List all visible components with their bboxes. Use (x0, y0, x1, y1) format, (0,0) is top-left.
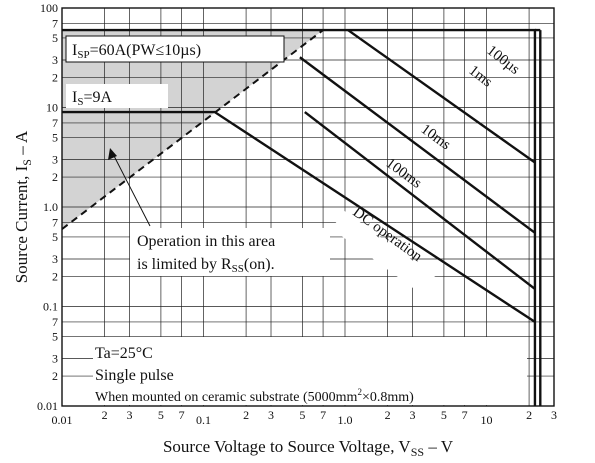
y-tick-label-minor: 3 (52, 53, 58, 67)
x-tick-label: 1.0 (337, 413, 352, 427)
y-tick-label: 1.0 (43, 200, 58, 214)
y-tick-label: 100 (40, 1, 58, 15)
x-tick-label-minor: 7 (462, 408, 468, 422)
y-tick-label-minor: 7 (52, 116, 58, 130)
annotation-mount: When mounted on ceramic substrate (5000m… (95, 387, 414, 405)
y-tick-label-minor: 2 (52, 71, 58, 85)
y-tick-label-minor: 5 (52, 329, 58, 343)
annotation-op-area-line2: is limited by RSS(on). (137, 256, 275, 275)
y-tick-label-minor: 2 (52, 170, 58, 184)
y-tick-label-minor: 3 (52, 153, 58, 167)
y-tick-label: 0.01 (37, 399, 58, 413)
x-tick-label: 10 (480, 413, 492, 427)
x-tick-label-minor: 2 (385, 408, 391, 422)
x-tick-label-minor: 2 (243, 408, 249, 422)
y-tick-label-minor: 7 (52, 16, 58, 30)
x-tick-label-minor: 2 (102, 408, 108, 422)
y-tick-label-minor: 3 (52, 252, 58, 266)
series-label-1ms: 1ms (466, 63, 496, 91)
series-line-3 (304, 111, 536, 290)
y-tick-label-minor: 5 (52, 230, 58, 244)
plot-frame (61, 7, 555, 407)
x-tick-label-minor: 3 (410, 408, 416, 422)
x-axis-label: Source Voltage to Source Voltage, VSS – … (163, 437, 454, 459)
y-tick-label-minor: 5 (52, 130, 58, 144)
y-tick-label-minor: 2 (52, 270, 58, 284)
y-tick-label: 0.1 (43, 300, 58, 314)
x-tick-label-minor: 7 (179, 408, 185, 422)
annotation-arrow (111, 151, 151, 227)
x-tick-label: 0.01 (52, 413, 73, 427)
y-tick-label-minor: 7 (52, 215, 58, 229)
annotation-arrowhead (108, 148, 117, 160)
y-tick-label: 10 (46, 101, 58, 115)
series-line-1 (347, 29, 536, 164)
y-tick-label-minor: 2 (52, 369, 58, 383)
y-tick-label-minor: 7 (52, 315, 58, 329)
x-tick-label-minor: 7 (320, 408, 326, 422)
y-tick-label-minor: 5 (52, 31, 58, 45)
rss-limit-line (62, 29, 324, 230)
annotation-isp: ISP=60A(PW≤10µs) (72, 42, 201, 61)
annotation-op-area-line1: Operation in this area (137, 233, 275, 250)
series-line-2 (299, 56, 536, 234)
x-tick-label-minor: 5 (441, 408, 447, 422)
x-tick-labels: 0.01 0.1 1.0 10 2 3 5 7 2 3 5 7 2 3 5 7 2 3 (52, 408, 558, 427)
y-axis-label: Source Current, IS – A (12, 130, 34, 283)
x-tick-label-minor: 5 (158, 408, 164, 422)
x-tick-label: 0.1 (196, 413, 211, 427)
annotation-pulse: Single pulse (95, 367, 174, 384)
x-tick-label-minor: 3 (268, 408, 274, 422)
series-label-100ms: 100ms (383, 155, 425, 192)
x-tick-label-minor: 2 (526, 408, 532, 422)
y-tick-label-minor: 3 (52, 352, 58, 366)
x-tick-label-minor: 3 (551, 408, 557, 422)
x-tick-label-minor: 5 (299, 408, 305, 422)
annotation-ta: Ta=25°C (95, 345, 153, 362)
annotation-is: IS=9A (72, 89, 112, 108)
x-tick-label-minor: 3 (127, 408, 133, 422)
